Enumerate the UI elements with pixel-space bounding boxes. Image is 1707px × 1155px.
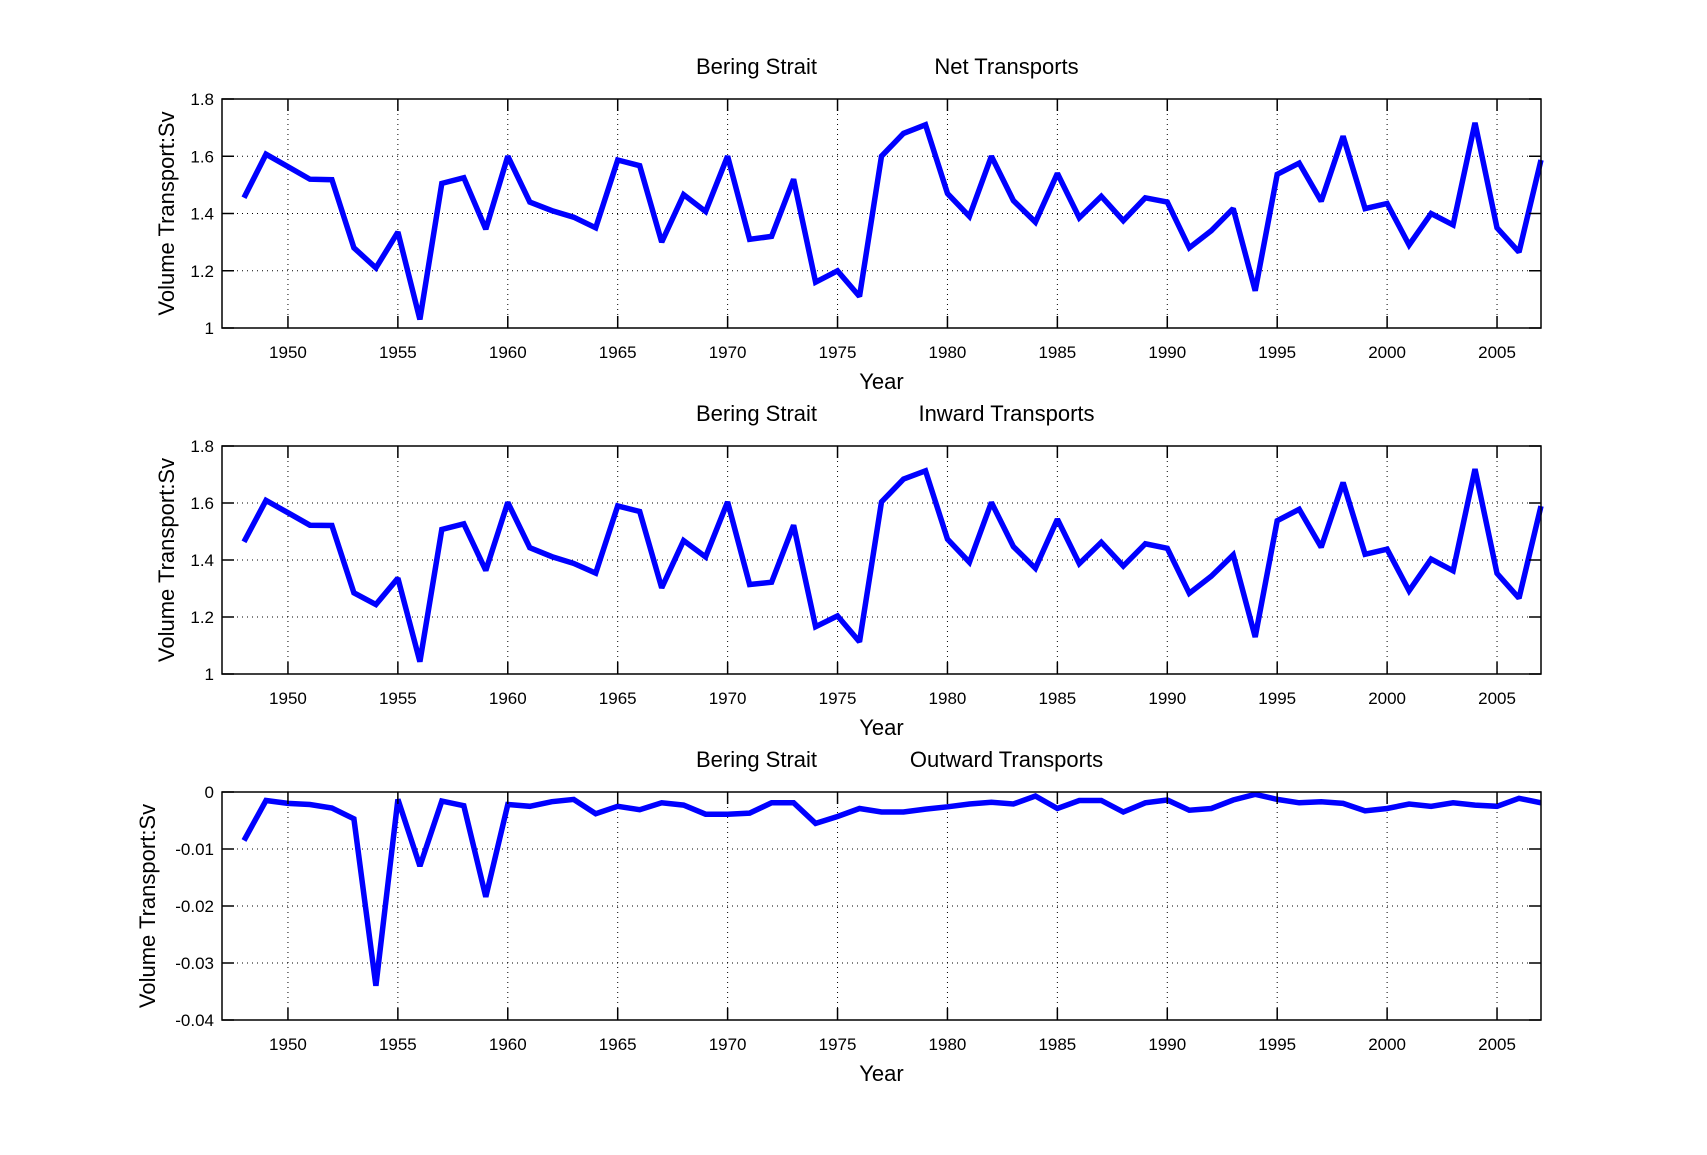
grid (222, 99, 1541, 328)
x-tick-label: 1980 (929, 689, 967, 708)
subplot-3: 1950 1955 1960 1965 1970 1975 1980 1985 1990 1995… (135, 747, 1542, 1086)
x-tick-label: 1960 (489, 1035, 527, 1054)
y-tick-label: 1.8 (190, 90, 214, 109)
x-tick-label: 1955 (379, 343, 417, 362)
y-tick-label: 1.2 (190, 608, 214, 627)
x-tick-label: 1980 (929, 1035, 967, 1054)
x-tick-label: 1970 (709, 689, 747, 708)
y-tick-label: 1.4 (190, 205, 214, 224)
x-tick-label: 1995 (1258, 1035, 1296, 1054)
y-tick-label: -0.01 (175, 840, 214, 859)
subplot-1: 1950 1955 1960 1965 1970 1975 1980 1985 1990 1995… (154, 54, 1544, 394)
x-axis-label: Year (859, 1061, 903, 1086)
x-tick-label: 1950 (269, 689, 307, 708)
y-tick-label: 1.6 (190, 147, 214, 166)
x-axis-label: Year (859, 369, 903, 394)
y-tick-label: -0.04 (175, 1011, 214, 1030)
x-tick-label: 1965 (599, 343, 637, 362)
x-tick-label: 1975 (819, 343, 857, 362)
x-tick-label: 1990 (1148, 343, 1186, 362)
plot-title-right: Outward Transports (910, 747, 1103, 772)
x-tick-label: 2005 (1478, 343, 1516, 362)
series-line-net-transports (241, 121, 1544, 321)
plot-title-right: Net Transports (934, 54, 1078, 79)
y-axis-label: Volume Transport:Sv (154, 111, 179, 315)
y-axis-label: Volume Transport:Sv (135, 804, 160, 1008)
x-tick-label: 2005 (1478, 1035, 1516, 1054)
x-tick-label: 2000 (1368, 1035, 1406, 1054)
x-tick-label: 1955 (379, 1035, 417, 1054)
plot-title-left: Bering Strait (696, 401, 817, 426)
x-tick-label: 1995 (1258, 343, 1296, 362)
y-tick-label: -0.02 (175, 897, 214, 916)
x-tick-label: 1970 (709, 343, 747, 362)
y-axis-label: Volume Transport:Sv (154, 458, 179, 662)
y-tick-label: 1 (205, 319, 214, 338)
plot-title-left: Bering Strait (696, 747, 817, 772)
x-tick-label: 1995 (1258, 689, 1296, 708)
x-tick-label: 1990 (1148, 689, 1186, 708)
x-tick-label: 1965 (599, 689, 637, 708)
x-tick-label: 1985 (1038, 1035, 1076, 1054)
x-tick-label: 1960 (489, 343, 527, 362)
x-tick-label: 2005 (1478, 689, 1516, 708)
x-tick-label: 1970 (709, 1035, 747, 1054)
y-tick-label: 1.2 (190, 262, 214, 281)
x-tick-label: 1985 (1038, 689, 1076, 708)
y-tick-label: -0.03 (175, 954, 214, 973)
x-tick-label: 1980 (929, 343, 967, 362)
x-tick-label: 1955 (379, 689, 417, 708)
x-tick-label: 1975 (819, 1035, 857, 1054)
subplot-2: 1950 1955 1960 1965 1970 1975 1980 1985 1990 1995… (154, 401, 1544, 740)
plot-area (222, 99, 1541, 328)
grid (222, 792, 1541, 1020)
y-tick-label: 1.6 (190, 494, 214, 513)
x-tick-label: 2000 (1368, 689, 1406, 708)
x-tick-label: 1975 (819, 689, 857, 708)
x-tick-label: 1960 (489, 689, 527, 708)
x-tick-label: 1990 (1148, 1035, 1186, 1054)
x-tick-label: 1950 (269, 1035, 307, 1054)
y-tick-label: 1.8 (190, 437, 214, 456)
plot-area (222, 792, 1541, 1020)
series-line-outward-transports (241, 791, 1542, 987)
y-tick-label: 0 (205, 783, 214, 802)
plot-title-right: Inward Transports (918, 401, 1094, 426)
x-tick-label: 1965 (599, 1035, 637, 1054)
plot-title-left: Bering Strait (696, 54, 817, 79)
series-line-inward-transports (241, 467, 1544, 663)
grid (222, 446, 1541, 674)
x-tick-label: 2000 (1368, 343, 1406, 362)
y-tick-label: 1 (205, 665, 214, 684)
y-tick-label: 1.4 (190, 551, 214, 570)
plot-area (222, 446, 1541, 674)
x-tick-label: 1985 (1038, 343, 1076, 362)
x-axis-label: Year (859, 715, 903, 740)
x-tick-label: 1950 (269, 343, 307, 362)
